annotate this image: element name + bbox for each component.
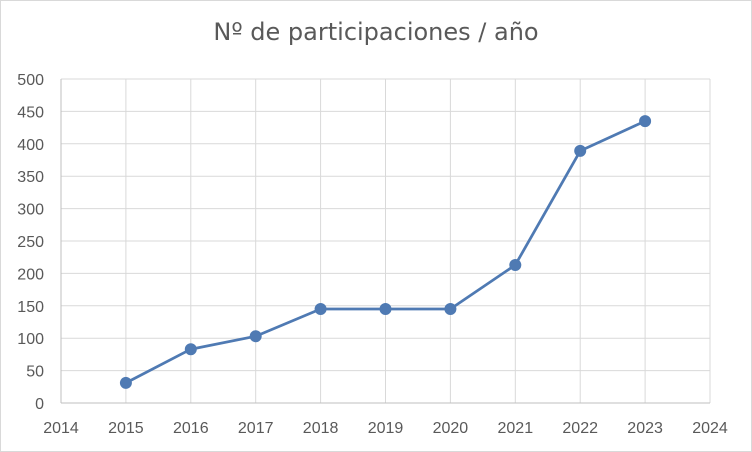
data-point	[119, 376, 132, 389]
y-tick-label: 50	[26, 364, 44, 381]
data-point	[444, 303, 457, 316]
data-point	[574, 144, 587, 157]
y-tick-label: 350	[17, 169, 44, 186]
tick-labels: 0 50 100 150 200 250 300 350 400 450 500 2014 2015 20…	[17, 72, 728, 437]
y-tick-label: 400	[17, 137, 44, 154]
data-point	[509, 258, 522, 271]
y-tick-label: 0	[35, 396, 44, 413]
x-tick-label: 2019	[368, 420, 404, 437]
x-tick-label: 2020	[433, 420, 469, 437]
x-tick-label: 2022	[562, 420, 598, 437]
x-tick-label: 2023	[627, 420, 663, 437]
x-tick-label: 2021	[498, 420, 534, 437]
series-layer	[119, 115, 652, 389]
data-point	[379, 303, 392, 316]
y-tick-label: 450	[17, 104, 44, 121]
x-tick-label: 2014	[43, 420, 79, 437]
x-tick-label: 2024	[692, 420, 728, 437]
data-point	[314, 303, 327, 316]
y-tick-label: 300	[17, 202, 44, 219]
y-tick-label: 200	[17, 266, 44, 283]
x-tick-label: 2017	[238, 420, 274, 437]
data-point	[249, 330, 262, 343]
axes	[60, 79, 710, 404]
data-point	[184, 343, 197, 356]
grid-lines	[60, 78, 711, 404]
y-tick-label: 100	[17, 331, 44, 348]
x-tick-label: 2018	[303, 420, 339, 437]
x-tick-label: 2015	[108, 420, 144, 437]
chart-title: Nº de participaciones / año	[213, 18, 539, 46]
y-tick-label: 250	[17, 234, 44, 251]
y-tick-label: 150	[17, 299, 44, 316]
y-tick-label: 500	[17, 72, 44, 89]
x-tick-label: 2016	[173, 420, 209, 437]
data-point	[639, 115, 652, 128]
